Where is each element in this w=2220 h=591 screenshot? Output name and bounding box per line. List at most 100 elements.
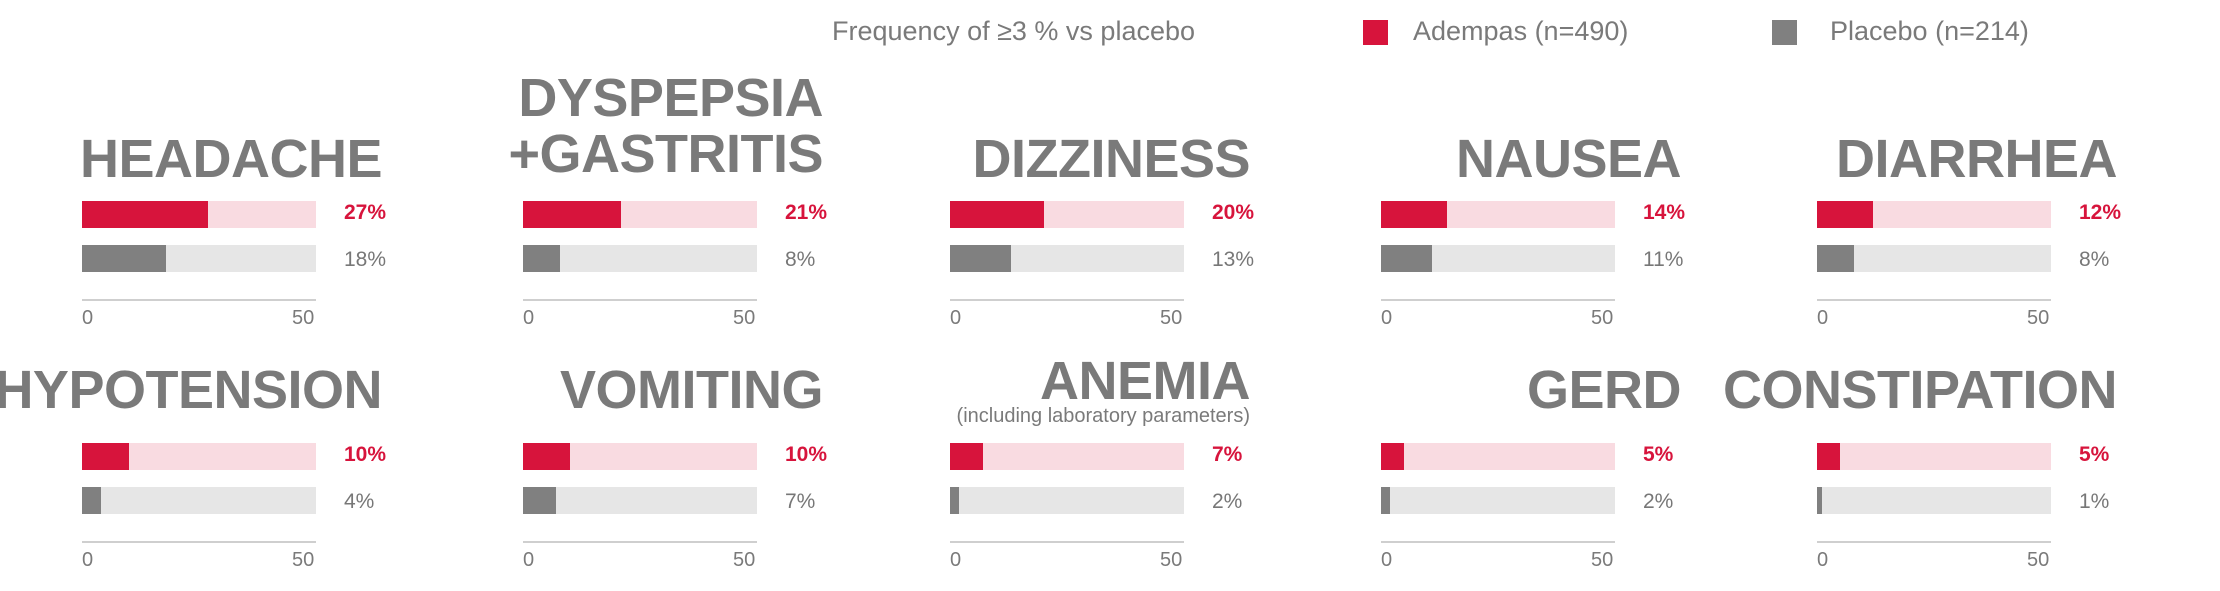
placebo-bar xyxy=(523,245,561,272)
adempas-value-label: 12% xyxy=(2079,201,2122,224)
adempas-value-label: 7% xyxy=(1212,443,1243,466)
panel-vomiting: VOMITING 10% 7% 0 50 xyxy=(523,0,827,571)
x-tick-label: 50 xyxy=(1591,307,1614,329)
placebo-bar xyxy=(1381,245,1433,272)
placebo-bar-track xyxy=(82,245,316,272)
legend-label-placebo: Placebo (n=214) xyxy=(1830,16,2029,46)
x-axis-line xyxy=(523,541,757,543)
adempas-value-label: 20% xyxy=(1212,201,1255,224)
placebo-value-label: 13% xyxy=(1212,248,1255,271)
x-tick-label: 50 xyxy=(733,549,756,571)
placebo-value-label: 1% xyxy=(2079,490,2110,513)
panel-title: VOMITING xyxy=(560,360,824,420)
panel-gerd: GERD 5% 2% 0 50 xyxy=(1381,0,1682,571)
placebo-bar-track xyxy=(950,245,1184,272)
placebo-bar xyxy=(950,245,1011,272)
adempas-bar xyxy=(523,443,570,470)
placebo-value-label: 4% xyxy=(344,490,375,513)
panel-title: GERD xyxy=(1526,360,1682,420)
adempas-bar xyxy=(1817,201,1874,228)
placebo-value-label: 2% xyxy=(1643,490,1674,513)
placebo-bar xyxy=(1817,487,1822,514)
panel-anemia: ANEMIA (including laboratory parameters) 7… xyxy=(950,0,1251,571)
x-tick-label: 0 xyxy=(82,307,94,329)
placebo-bar-track xyxy=(523,245,757,272)
panel-subtitle: (including laboratory parameters) xyxy=(956,405,1250,427)
placebo-bar-track xyxy=(1381,487,1615,514)
panel-title: DIZZINESS xyxy=(972,129,1250,189)
placebo-value-label: 11% xyxy=(1643,248,1684,271)
adempas-bar xyxy=(1381,443,1405,470)
placebo-bar xyxy=(950,487,960,514)
adempas-bar xyxy=(1381,201,1447,228)
x-tick-label: 50 xyxy=(2027,549,2050,571)
placebo-bar xyxy=(1381,487,1391,514)
adempas-bar-track xyxy=(1381,443,1615,470)
x-tick-label: 0 xyxy=(523,549,535,571)
x-axis-line xyxy=(523,299,757,301)
adempas-bar-track xyxy=(950,443,1184,470)
x-tick-label: 50 xyxy=(1591,549,1614,571)
legend-caption: Frequency of ≥3 % vs placebo xyxy=(832,16,1196,46)
placebo-bar xyxy=(1817,245,1855,272)
adempas-bar-track xyxy=(1381,201,1615,228)
placebo-value-label: 7% xyxy=(785,490,816,513)
placebo-value-label: 8% xyxy=(2079,248,2110,271)
legend-swatch-placebo xyxy=(1772,20,1797,45)
placebo-bar-track xyxy=(1817,245,2051,272)
placebo-bar xyxy=(82,487,101,514)
x-axis-line xyxy=(1381,541,1615,543)
panel-title: HYPOTENSION xyxy=(0,360,382,420)
panel-dizziness: DIZZINESS 20% 13% 0 50 xyxy=(950,0,1254,329)
x-tick-label: 50 xyxy=(2027,307,2050,329)
x-axis-line xyxy=(82,299,316,301)
x-tick-label: 50 xyxy=(1160,307,1183,329)
adempas-value-label: 5% xyxy=(2079,443,2110,466)
panel-diarrhea: DIARRHEA 12% 8% 0 50 xyxy=(1817,0,2121,329)
adempas-value-label: 14% xyxy=(1643,201,1686,224)
panel-title: ANEMIA xyxy=(1040,351,1251,411)
adempas-bar-track xyxy=(82,201,316,228)
x-tick-label: 0 xyxy=(950,549,962,571)
adempas-bar-track xyxy=(523,201,757,228)
panel-title: DYSPEPSIA +GASTRITIS xyxy=(508,70,823,182)
adempas-bar xyxy=(950,443,983,470)
panel-headache: HEADACHE 27% 18% 0 50 xyxy=(79,0,386,329)
x-axis-line xyxy=(950,541,1184,543)
x-axis-line xyxy=(1381,299,1615,301)
title-line-2: +GASTRITIS xyxy=(508,124,823,184)
panel-hypotension: HYPOTENSION 10% 4% 0 50 xyxy=(0,0,386,571)
panel-title: DIARRHEA xyxy=(1835,129,2118,189)
legend-label-adempas: Adempas (n=490) xyxy=(1413,16,1629,46)
placebo-value-label: 18% xyxy=(344,248,387,271)
adempas-value-label: 27% xyxy=(344,201,387,224)
x-axis-line xyxy=(1817,299,2051,301)
x-tick-label: 0 xyxy=(1381,307,1393,329)
placebo-bar xyxy=(82,245,167,272)
placebo-value-label: 2% xyxy=(1212,490,1243,513)
adempas-bar xyxy=(950,201,1044,228)
x-tick-label: 50 xyxy=(1160,549,1183,571)
x-tick-label: 0 xyxy=(1381,549,1393,571)
x-tick-label: 50 xyxy=(292,549,315,571)
adempas-bar xyxy=(523,201,622,228)
placebo-bar-track xyxy=(950,487,1184,514)
placebo-bar-track xyxy=(523,487,757,514)
title-line-1: DYSPEPSIA xyxy=(518,68,823,128)
x-axis-line xyxy=(950,299,1184,301)
x-tick-label: 0 xyxy=(1817,549,1829,571)
adempas-bar-track xyxy=(82,443,316,470)
placebo-bar-track xyxy=(1817,487,2051,514)
adempas-bar-track xyxy=(1817,201,2051,228)
x-tick-label: 0 xyxy=(950,307,962,329)
adempas-bar-track xyxy=(523,443,757,470)
panel-nausea: NAUSEA 14% 11% 0 50 xyxy=(1381,0,1685,329)
placebo-bar-track xyxy=(1381,245,1615,272)
adempas-bar xyxy=(1817,443,1841,470)
x-axis-line xyxy=(82,541,316,543)
x-tick-label: 50 xyxy=(292,307,315,329)
panel-title: HEADACHE xyxy=(79,129,383,189)
panel-title: NAUSEA xyxy=(1455,129,1682,189)
legend-swatch-adempas xyxy=(1363,20,1388,45)
x-axis-line xyxy=(1817,541,2051,543)
